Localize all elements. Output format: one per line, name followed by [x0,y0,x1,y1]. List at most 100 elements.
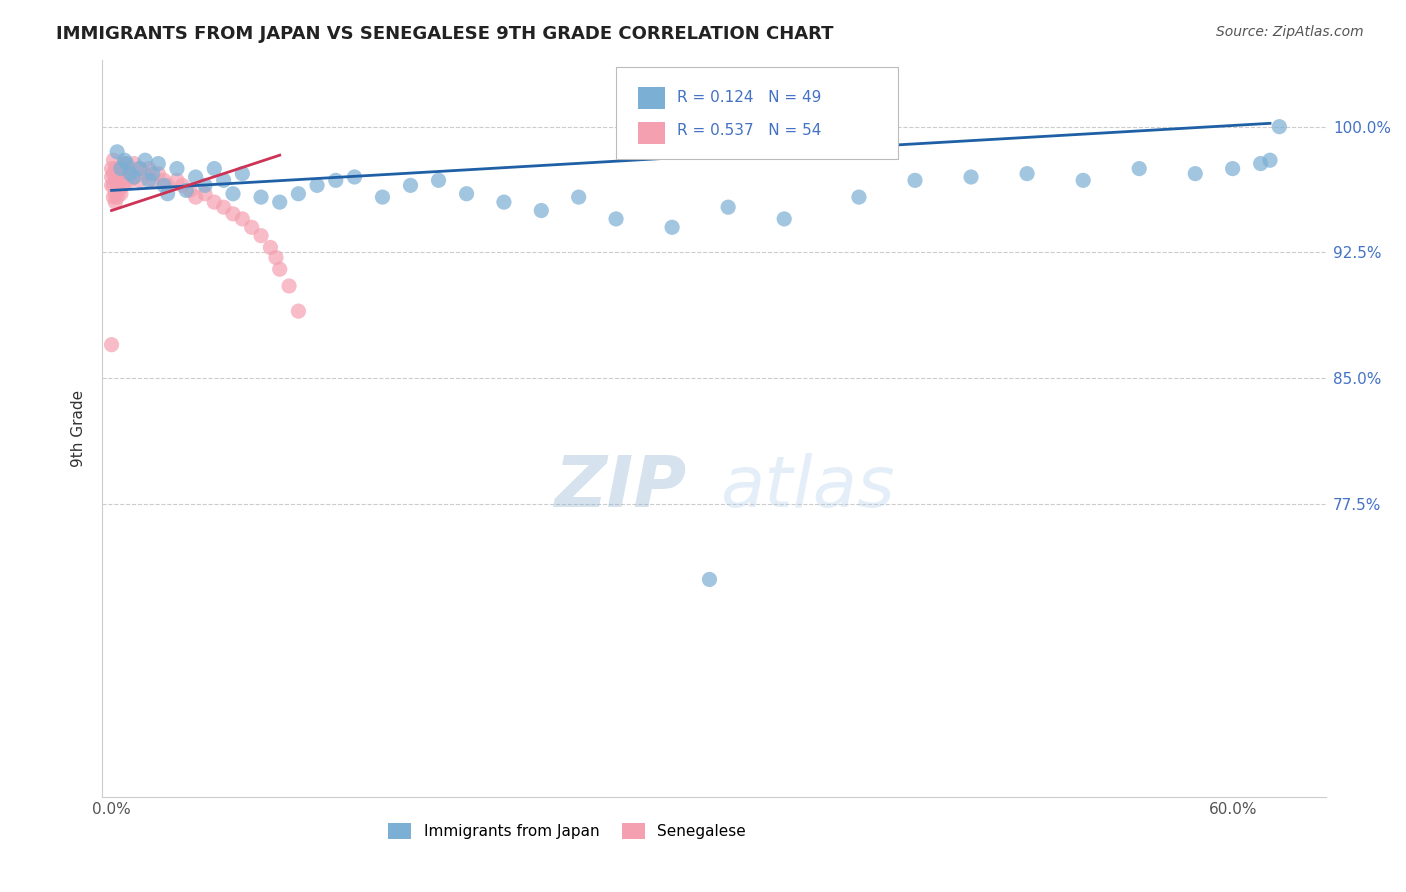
Point [120,167,142,181]
Point [153,173,176,187]
Point [122,169,145,184]
Point [138,161,160,176]
Point [172,178,194,193]
Point [115,161,138,176]
Point [111,167,134,181]
Point [269,195,291,210]
Point [231,167,253,181]
Point [134,153,156,168]
Point [1222,161,1244,176]
Point [120,161,142,176]
Point [103,190,125,204]
Point [568,190,591,204]
Point [278,279,301,293]
Point [104,161,127,176]
Text: R = 0.537   N = 54: R = 0.537 N = 54 [678,122,821,137]
Point [100,161,122,176]
Point [212,200,235,214]
Point [222,186,245,201]
Point [110,186,132,201]
Point [110,173,132,187]
Text: ZIP: ZIP [555,453,688,522]
Point [287,304,309,318]
Point [105,145,128,159]
Point [250,190,273,204]
Point [156,186,179,201]
Point [179,183,201,197]
Point [212,173,235,187]
Point [174,183,197,197]
Point [110,161,132,176]
Point [1017,167,1039,181]
Point [111,178,134,193]
Point [184,190,207,204]
Point [115,156,138,170]
Point [108,169,131,184]
Point [134,167,156,181]
Text: R = 0.124   N = 49: R = 0.124 N = 49 [678,90,821,105]
Point [142,173,165,187]
Y-axis label: 9th Grade: 9th Grade [72,390,86,467]
Point [1250,156,1272,170]
Point [399,178,422,193]
Point [773,211,796,226]
Legend: Immigrants from Japan, Senegalese: Immigrants from Japan, Senegalese [382,817,752,845]
Point [427,173,450,187]
Point [114,156,136,170]
Point [104,173,127,187]
Point [184,169,207,184]
Point [250,228,273,243]
Point [530,203,553,218]
Point [103,178,125,193]
Point [105,178,128,193]
Point [1071,173,1094,187]
Point [156,178,179,193]
Point [100,337,122,351]
Point [148,156,170,170]
Point [138,173,160,187]
Point [105,190,128,204]
Point [240,220,263,235]
Point [108,183,131,197]
Point [114,153,136,168]
Point [456,186,478,201]
FancyBboxPatch shape [616,67,897,159]
Point [142,167,165,181]
Point [287,186,309,201]
Point [104,195,127,210]
Point [202,195,225,210]
Point [128,161,150,176]
Point [120,173,142,187]
Point [269,262,291,277]
Point [194,186,217,201]
Point [1268,120,1291,134]
Point [115,173,138,187]
Point [699,573,721,587]
Point [114,169,136,184]
Point [325,173,347,187]
Point [717,200,740,214]
Point [166,173,188,187]
Point [259,240,281,254]
FancyBboxPatch shape [638,122,665,145]
FancyBboxPatch shape [638,87,665,109]
Point [1184,167,1206,181]
Point [153,178,176,193]
Point [307,178,329,193]
Point [128,161,150,176]
Point [904,173,927,187]
Point [105,167,128,181]
Point [110,161,132,176]
Point [1258,153,1281,168]
Point [103,153,125,168]
Point [100,178,122,193]
Point [122,156,145,170]
Point [104,186,127,201]
Point [194,178,217,193]
Point [848,190,870,204]
Point [343,169,366,184]
Point [661,220,683,235]
Point [122,169,145,184]
Point [100,169,122,184]
Point [492,195,515,210]
